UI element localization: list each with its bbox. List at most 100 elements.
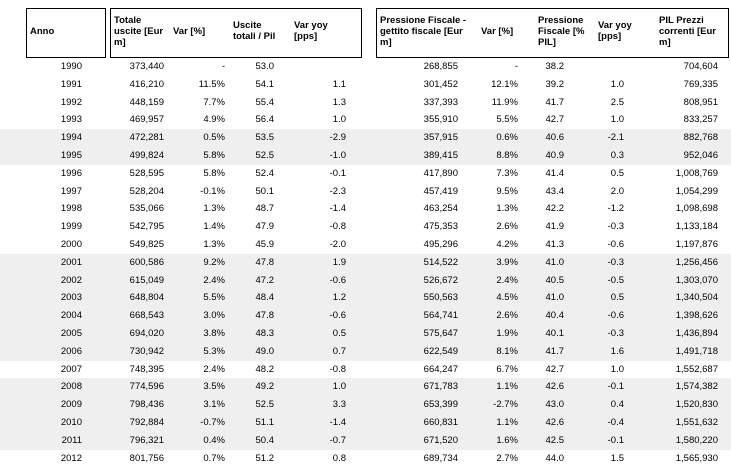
cell-var-yoy-uscite: 0.8 (332, 452, 346, 464)
cell-uscite-pil: 47.9 (255, 221, 275, 233)
cell-pressione-pil: 40.9 (545, 149, 565, 161)
cell-gettito: 337,393 (423, 96, 458, 108)
cell-pressione-pil: 39.2 (545, 78, 565, 90)
cell-var-yoy-uscite: 1.0 (332, 114, 346, 126)
cell-var-yoy-fiscale: 1.6 (610, 345, 624, 357)
cell-gettito: 550,563 (423, 292, 458, 304)
cell-pressione-pil: 40.4 (545, 310, 565, 322)
cell-uscite-pil: 47.2 (255, 274, 275, 286)
cell-totale-uscite: 600,586 (129, 256, 164, 268)
cell-year: 1996 (60, 167, 82, 179)
cell-var-yoy-fiscale: -1.2 (607, 203, 624, 215)
cell-year: 1990 (60, 61, 82, 72)
cell-uscite-pil: 50.1 (255, 185, 275, 197)
cell-uscite-pil: 52.5 (255, 399, 275, 411)
cell-var-yoy-uscite: 0.5 (332, 327, 346, 339)
cell-pressione-pil: 41.0 (545, 256, 565, 268)
cell-var-yoy-fiscale: 1.0 (610, 114, 624, 126)
cell-totale-uscite: 792,884 (129, 416, 164, 428)
cell-var-yoy-uscite: 3.3 (332, 399, 346, 411)
cell-year: 2003 (60, 292, 82, 304)
cell-pressione-pil: 42.7 (545, 363, 565, 375)
cell-pil: 1,580,220 (675, 434, 718, 446)
cell-gettito: 357,915 (423, 132, 458, 144)
cell-var-pct-uscite: 2.4% (203, 274, 225, 286)
cell-pil: 1,133,184 (675, 221, 718, 233)
table-row: 2012 801,756 0.7% 51.2 0.8 689,734 2.7% 44.0 1.5… (0, 450, 731, 467)
cell-year: 2011 (61, 434, 82, 446)
cell-pil: 1,398,626 (675, 310, 718, 322)
cell-totale-uscite: 549,825 (129, 238, 164, 250)
header-group-uscite: Totale uscite [Eur m] Var [%] Uscite tot… (110, 8, 362, 58)
cell-gettito: 417,890 (423, 167, 458, 179)
cell-pil: 808,951 (683, 96, 718, 108)
cell-var-pct-uscite: 1.3% (203, 238, 225, 250)
cell-var-yoy-fiscale: 0.5 (610, 292, 624, 304)
cell-uscite-pil: 49.0 (255, 345, 275, 357)
cell-var-pct-fiscale: 4.5% (496, 292, 518, 304)
cell-gettito: 301,452 (423, 78, 458, 90)
cell-gettito: 526,672 (423, 274, 458, 286)
cell-var-pct-fiscale: 1.1% (496, 381, 518, 393)
cell-gettito: 475,353 (423, 221, 458, 233)
cell-var-pct-fiscale: 2.7% (496, 452, 518, 464)
cell-gettito: 671,520 (423, 434, 458, 446)
cell-var-pct-uscite: 3.0% (203, 310, 225, 322)
cell-pil: 952,046 (683, 149, 718, 161)
table-row: 1999 542,795 1.4% 47.9 -0.8 475,353 2.6% 41.9 -0… (0, 218, 731, 236)
cell-pil: 1,303,070 (675, 274, 718, 286)
header-pressione-gettito: Pressione Fiscale - gettito fiscale [Eur… (380, 15, 467, 48)
cell-var-yoy-fiscale: -0.3 (607, 256, 624, 268)
cell-pil: 1,256,456 (675, 256, 718, 268)
cell-var-yoy-fiscale: -0.1 (607, 381, 624, 393)
cell-pressione-pil: 41.7 (545, 96, 565, 108)
cell-var-pct-fiscale: - (514, 61, 518, 72)
table-row: 1998 535,066 1.3% 48.7 -1.4 463,254 1.3% 42.2 -1… (0, 200, 731, 218)
cell-year: 2010 (60, 416, 82, 428)
cell-gettito: 268,855 (423, 61, 458, 72)
cell-var-yoy-uscite: 0.7 (332, 345, 346, 357)
cell-var-pct-uscite: 3.5% (203, 381, 225, 393)
cell-var-pct-fiscale: 11.9% (491, 96, 518, 108)
cell-var-pct-fiscale: 1.9% (496, 327, 518, 339)
cell-var-yoy-fiscale: 1.0 (610, 363, 624, 375)
cell-pil: 1,520,830 (675, 399, 718, 411)
cell-var-pct-fiscale: 2.6% (496, 310, 518, 322)
cell-var-yoy-uscite: 1.9 (332, 256, 346, 268)
cell-var-yoy-uscite: -2.3 (329, 185, 346, 197)
cell-var-pct-fiscale: 8.8% (496, 149, 518, 161)
cell-pil: 1,098,698 (675, 203, 718, 215)
table-row: 2011 796,321 0.4% 50.4 -0.7 671,520 1.6% 42.5 -0… (0, 431, 731, 450)
table-row: 2009 798,436 3.1% 52.5 3.3 653,399 -2.7% 43.0 0.… (0, 396, 731, 414)
cell-var-yoy-fiscale: 2.0 (610, 185, 624, 197)
cell-var-yoy-uscite: -2.0 (329, 238, 346, 250)
cell-var-pct-uscite: 2.4% (203, 363, 225, 375)
cell-totale-uscite: 774,596 (129, 381, 164, 393)
cell-year: 2007 (60, 363, 82, 375)
cell-gettito: 660,831 (423, 416, 458, 428)
cell-totale-uscite: 801,756 (129, 452, 164, 464)
cell-pressione-pil: 40.6 (545, 132, 565, 144)
cell-gettito: 564,741 (423, 310, 458, 322)
cell-totale-uscite: 499,824 (129, 149, 164, 161)
cell-pressione-pil: 41.9 (545, 221, 565, 233)
cell-year: 2004 (60, 310, 82, 322)
cell-var-yoy-uscite: -0.1 (329, 167, 346, 179)
cell-var-pct-fiscale: 7.3% (496, 167, 518, 179)
cell-pressione-pil: 41.4 (545, 167, 565, 179)
cell-pil: 1,551,632 (675, 416, 718, 428)
cell-pressione-pil: 41.3 (545, 238, 565, 250)
cell-pressione-pil: 42.6 (545, 416, 565, 428)
header-pressione-pil: Pressione Fiscale [% PIL] (538, 15, 585, 48)
table-row: 2006 730,942 5.3% 49.0 0.7 622,549 8.1% 41.7 1.6… (0, 342, 731, 361)
cell-pressione-pil: 41.0 (545, 292, 565, 304)
cell-year: 2012 (60, 452, 82, 464)
cell-uscite-pil: 50.4 (255, 434, 275, 446)
table-row: 1994 472,281 0.5% 53.5 -2.9 357,915 0.6% 40.6 -2… (0, 129, 731, 147)
cell-uscite-pil: 47.8 (255, 256, 275, 268)
cell-var-yoy-uscite: -0.8 (329, 221, 346, 233)
cell-var-yoy-uscite: -1.4 (329, 203, 346, 215)
cell-pressione-pil: 38.2 (545, 61, 565, 72)
cell-uscite-pil: 52.5 (255, 149, 275, 161)
table-body: 1990 373,440 - 53.0 268,855 - 38.2 704,604 1991 4… (0, 58, 731, 467)
